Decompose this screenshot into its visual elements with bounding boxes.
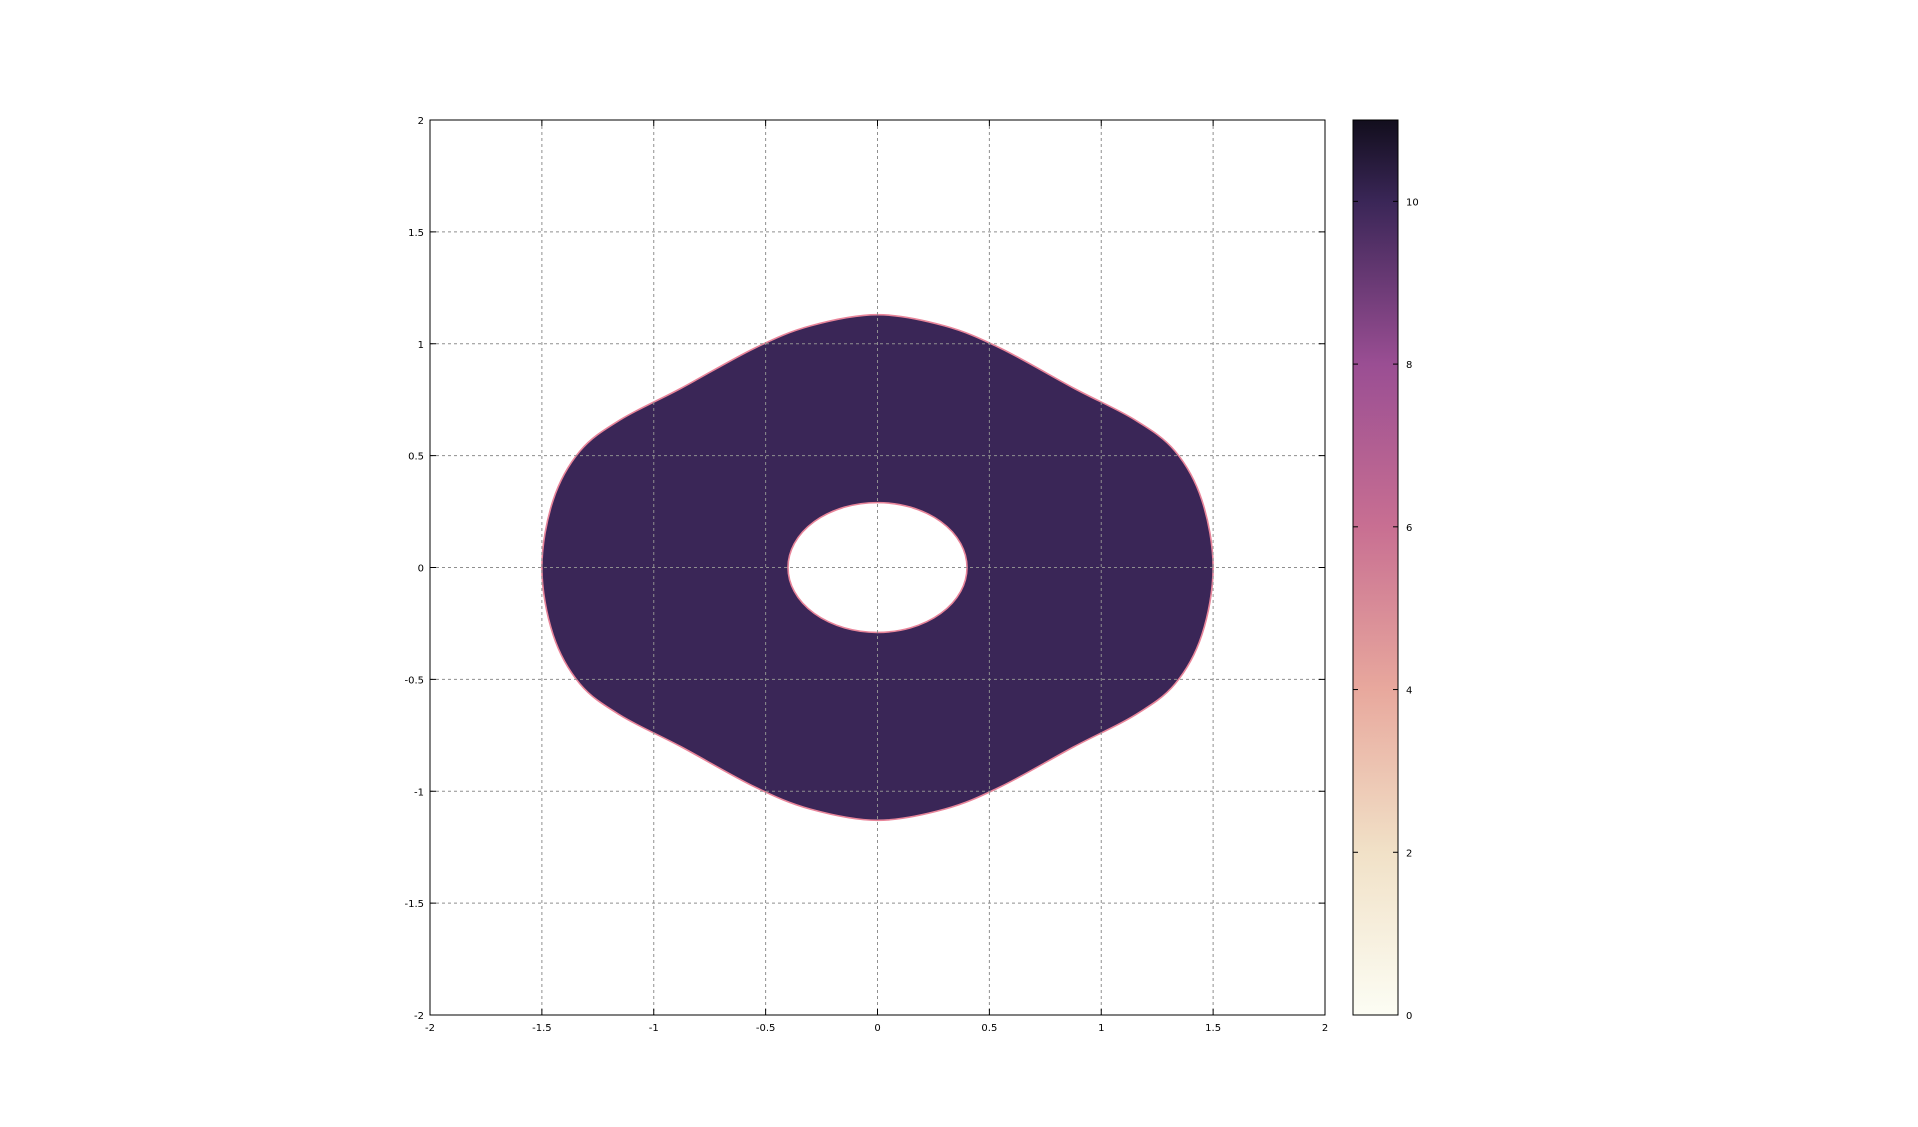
colorbar-gradient bbox=[1353, 120, 1398, 1015]
colorbar-tick-label: 2 bbox=[1406, 848, 1412, 859]
y-tick-label: 0.5 bbox=[408, 452, 424, 463]
plot-layer: -2 -1.5 -1 -0.5 0 0.5 1 1.5 2 -2 -1.5 -1 -0.5 0 0.5 1 1.… bbox=[404, 116, 1328, 1034]
y-tick-label: -0.5 bbox=[404, 675, 424, 686]
colorbar-frame bbox=[1352, 119, 1399, 1016]
x-tick-label: 1 bbox=[1098, 1023, 1104, 1034]
colorbar-tick-label: 8 bbox=[1406, 360, 1412, 371]
y-tick-label: -2 bbox=[414, 1011, 424, 1022]
colorbar-tick-label: 0 bbox=[1406, 1011, 1412, 1022]
y-tick-label: 1.5 bbox=[408, 228, 424, 239]
y-tick-label: -1 bbox=[414, 787, 424, 798]
x-tick-label: 0.5 bbox=[981, 1023, 997, 1034]
x-tick-label: 0 bbox=[874, 1023, 880, 1034]
colorbar-tick-label: 10 bbox=[1406, 197, 1419, 208]
colorbar: 0 2 4 6 8 10 bbox=[1352, 119, 1419, 1022]
y-tick-label: 0 bbox=[418, 564, 424, 575]
x-tick-label: -1 bbox=[649, 1023, 659, 1034]
y-tick-label: -1.5 bbox=[404, 899, 424, 910]
x-tick-label: 2 bbox=[1322, 1023, 1328, 1034]
y-tick-label: 1 bbox=[418, 340, 424, 351]
colorbar-tick-label: 4 bbox=[1406, 686, 1412, 697]
x-tick-label: 1.5 bbox=[1205, 1023, 1221, 1034]
y-tick-label: 2 bbox=[418, 116, 424, 127]
x-tick-label: -2 bbox=[425, 1023, 435, 1034]
colorbar-tick-label: 6 bbox=[1406, 523, 1412, 534]
x-tick-label: -0.5 bbox=[756, 1023, 776, 1034]
x-tick-label: -1.5 bbox=[532, 1023, 552, 1034]
